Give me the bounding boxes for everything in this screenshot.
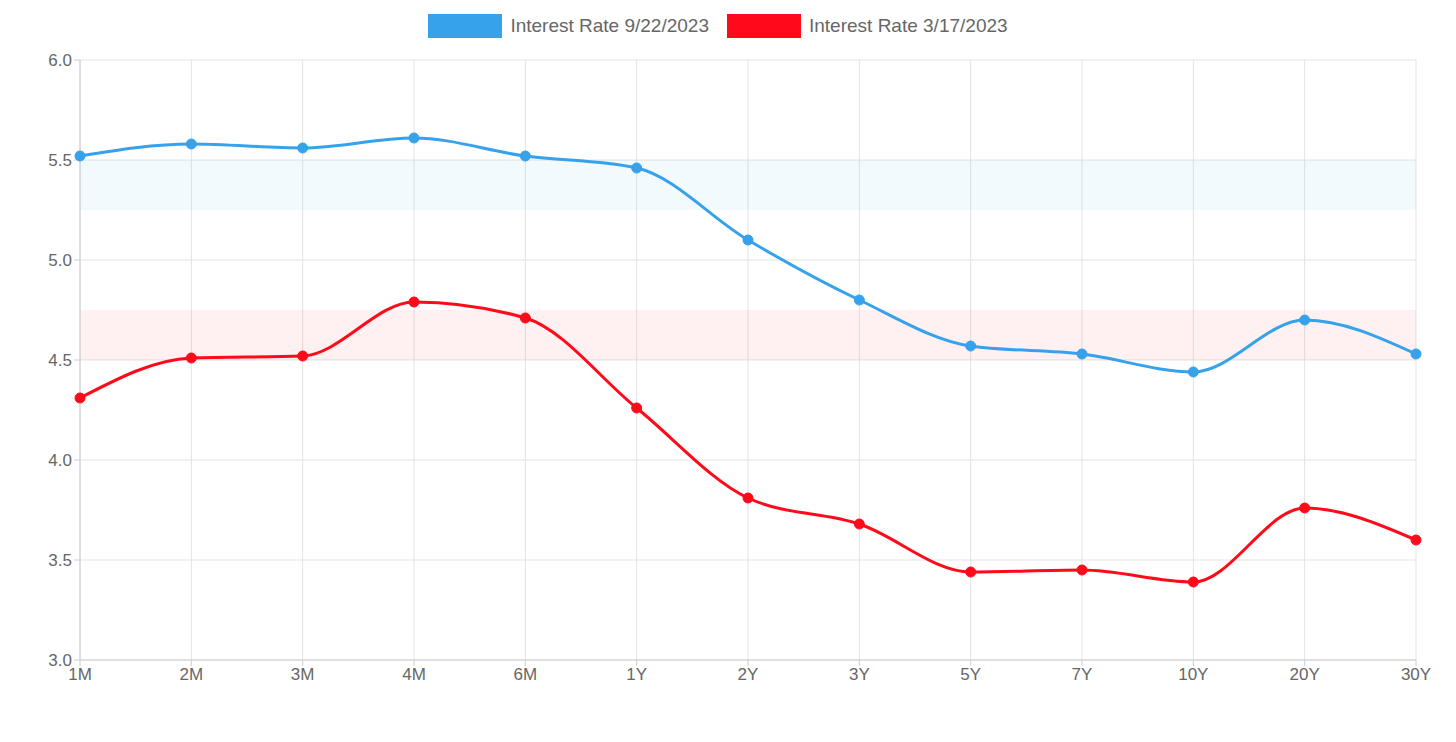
svg-text:1Y: 1Y <box>626 665 647 684</box>
svg-text:3.0: 3.0 <box>48 651 72 670</box>
html-text:Interest Rate 3/17/2023: Interest Rate 3/17/2023 <box>809 15 1008 36</box>
svg-text:6M: 6M <box>514 665 538 684</box>
svg-text:3.5: 3.5 <box>48 551 72 570</box>
svg-text:1M: 1M <box>68 665 92 685</box>
svg-text:5.5: 5.5 <box>48 151 72 170</box>
svg-text:4.5: 4.5 <box>48 351 72 370</box>
svg-text:10Y: 10Y <box>1178 665 1208 684</box>
svg-text:4M: 4M <box>402 665 426 684</box>
svg-text:20Y: 20Y <box>1290 665 1320 684</box>
svg-text:5Y: 5Y <box>960 665 981 684</box>
svg-text:5.0: 5.0 <box>48 251 72 270</box>
svg-text:3M: 3M <box>291 665 315 684</box>
svg-text:30Y: 30Y <box>1401 665 1431 684</box>
svg-text:6.0: 6.0 <box>48 51 72 70</box>
svg-text:7Y: 7Y <box>1072 665 1093 684</box>
svg-text:2Y: 2Y <box>738 665 759 684</box>
svg-text:2M: 2M <box>180 665 204 684</box>
html-text:Interest Rate 9/22/2023: Interest Rate 9/22/2023 <box>510 15 709 36</box>
svg-text:3Y: 3Y <box>849 665 870 684</box>
svg-text:4.0: 4.0 <box>48 451 72 470</box>
